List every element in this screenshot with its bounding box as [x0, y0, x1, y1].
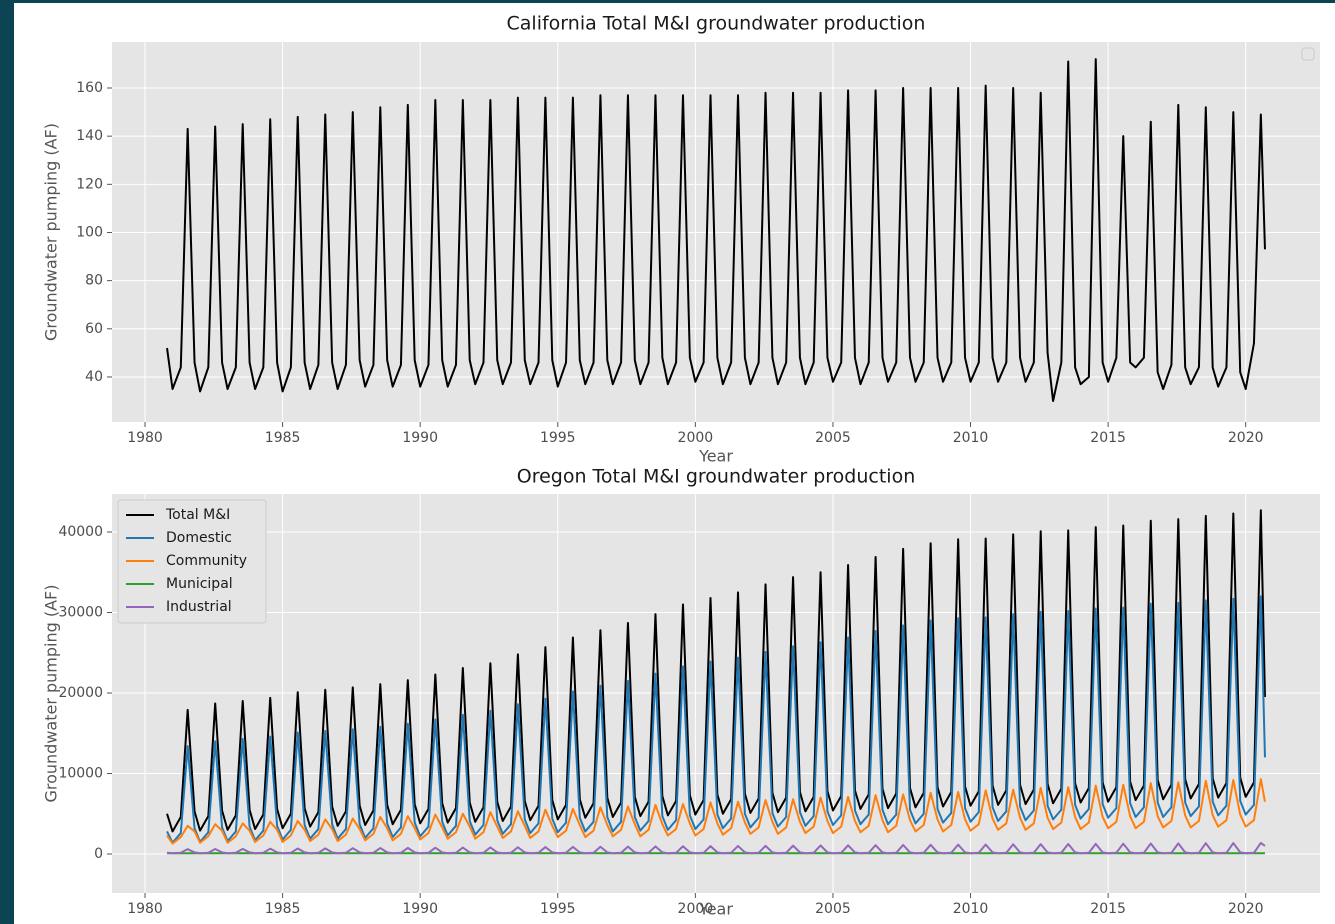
x-tick-label: 1995 — [540, 430, 576, 446]
x-tick-label: 2005 — [815, 901, 851, 917]
x-tick-label: 2010 — [953, 430, 989, 446]
x-tick-label: 2015 — [1090, 430, 1126, 446]
chart-title: Oregon Total M&I groundwater production — [517, 466, 916, 488]
y-tick-label: 10000 — [58, 765, 103, 781]
y-axis-label: Groundwater pumping (AF) — [42, 584, 61, 802]
x-axis-label: Year — [698, 447, 733, 466]
x-tick-label: 2010 — [953, 901, 989, 917]
data-line — [166, 595, 1266, 844]
x-tick-label: 2020 — [1228, 901, 1264, 917]
chart-title: California Total M&I groundwater product… — [507, 13, 926, 35]
x-tick-label: 1980 — [127, 901, 163, 917]
x-tick-label: 1985 — [265, 430, 301, 446]
y-axis-label: Groundwater pumping (AF) — [42, 123, 61, 341]
y-tick-label: 30000 — [58, 604, 103, 620]
legend-label: Community — [166, 553, 247, 569]
y-tick-label: 60 — [85, 321, 103, 337]
x-tick-label: 2015 — [1090, 901, 1126, 917]
y-tick-label: 120 — [76, 176, 103, 192]
legend-box — [117, 499, 267, 624]
x-tick-label: 1985 — [265, 901, 301, 917]
y-tick-label: 0 — [94, 846, 103, 862]
y-tick-label: 20000 — [58, 685, 103, 701]
legend-label: Total M&I — [165, 507, 230, 523]
x-tick-label: 1990 — [402, 430, 438, 446]
x-tick-label: 1990 — [402, 901, 438, 917]
y-tick-label: 100 — [76, 224, 103, 240]
y-tick-label: 140 — [76, 128, 103, 144]
plot-area — [112, 494, 1320, 893]
y-tick-label: 40000 — [58, 524, 103, 540]
y-tick-label: 160 — [76, 80, 103, 96]
legend-label: Domestic — [166, 530, 232, 546]
x-axis-label: Year — [698, 900, 733, 919]
x-tick-label: 1980 — [127, 430, 163, 446]
data-line — [166, 841, 1266, 855]
legend-label: Industrial — [166, 599, 232, 615]
x-tick-label: 1995 — [540, 901, 576, 917]
x-tick-label: 2000 — [678, 430, 714, 446]
data-line — [166, 778, 1266, 845]
legend-box — [1301, 47, 1315, 61]
legend-label: Municipal — [166, 576, 233, 592]
y-tick-label: 40 — [85, 369, 103, 385]
x-tick-label: 2000 — [678, 901, 714, 917]
data-line — [166, 58, 1266, 403]
x-tick-label: 2005 — [815, 430, 851, 446]
x-tick-label: 2020 — [1228, 430, 1264, 446]
y-tick-label: 80 — [85, 273, 103, 289]
